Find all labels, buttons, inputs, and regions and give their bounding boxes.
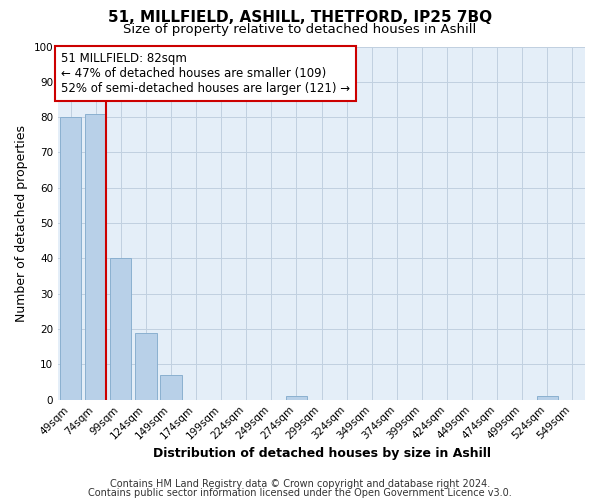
Bar — [135, 332, 157, 400]
Text: 51 MILLFIELD: 82sqm
← 47% of detached houses are smaller (109)
52% of semi-detac: 51 MILLFIELD: 82sqm ← 47% of detached ho… — [61, 52, 350, 95]
Bar — [110, 258, 131, 400]
Bar — [286, 396, 307, 400]
Text: Contains HM Land Registry data © Crown copyright and database right 2024.: Contains HM Land Registry data © Crown c… — [110, 479, 490, 489]
Text: Size of property relative to detached houses in Ashill: Size of property relative to detached ho… — [124, 22, 476, 36]
X-axis label: Distribution of detached houses by size in Ashill: Distribution of detached houses by size … — [152, 447, 491, 460]
Bar — [160, 375, 182, 400]
Bar — [536, 396, 558, 400]
Text: Contains public sector information licensed under the Open Government Licence v3: Contains public sector information licen… — [88, 488, 512, 498]
Bar — [60, 117, 81, 400]
Text: 51, MILLFIELD, ASHILL, THETFORD, IP25 7BQ: 51, MILLFIELD, ASHILL, THETFORD, IP25 7B… — [108, 10, 492, 25]
Bar — [85, 114, 106, 400]
Y-axis label: Number of detached properties: Number of detached properties — [15, 124, 28, 322]
